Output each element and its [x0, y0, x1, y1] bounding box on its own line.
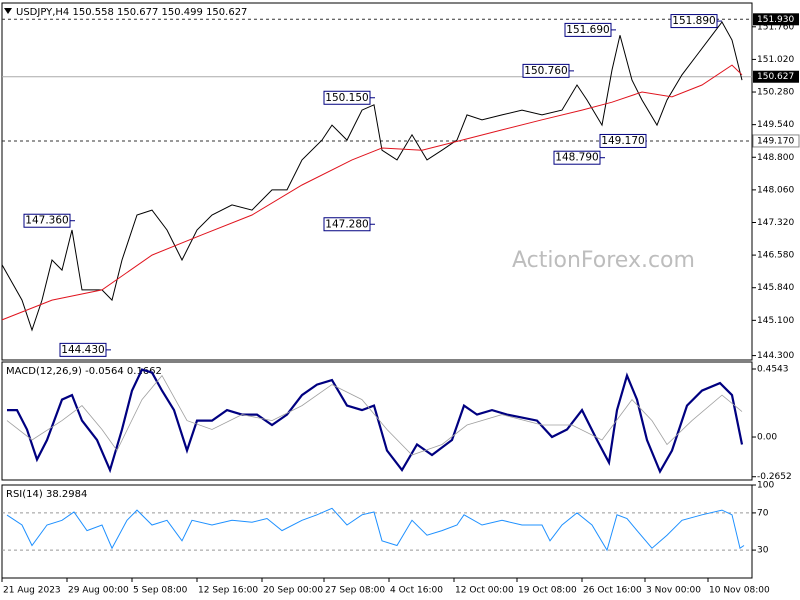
annotation-box: [564, 22, 612, 37]
series-line: [7, 368, 744, 474]
annotation-label: 151.890: [672, 15, 715, 27]
annotation-box: [670, 14, 718, 29]
series-line: [6, 374, 743, 456]
price-marker-box: [752, 134, 800, 148]
x-tick-label: 5 Sep 08:00: [133, 586, 188, 596]
annotation-box: [323, 90, 371, 105]
annotation-label: 148.790: [555, 152, 598, 164]
annotation-box: [522, 63, 570, 78]
panel-frame: [1, 361, 753, 481]
x-tick-label: 12 Sep 16:00: [198, 586, 258, 596]
price-marker-label: 149.170: [757, 136, 794, 146]
annotation-box: [59, 342, 107, 357]
x-tick-label: 3 Nov 00:00: [646, 586, 701, 596]
annotation-box: [553, 150, 601, 165]
panel-title: MACD(12,26,9) -0.0564 0.1662: [6, 366, 162, 377]
x-tick-label: 4 Oct 16:00: [390, 586, 443, 596]
y-tick-label: 150.280: [757, 88, 794, 98]
y-tick-label: 145.100: [757, 316, 794, 326]
x-tick-label: 29 Aug 00:00: [68, 586, 129, 596]
series-line: [1, 21, 743, 332]
annotation-label: 149.170: [601, 135, 644, 147]
panel-title: USDJPY,H4 150.558 150.677 150.499 150.62…: [16, 7, 247, 18]
annotation-label: 147.360: [25, 215, 68, 227]
price-marker-label: 150.627: [757, 72, 794, 82]
watermark: ActionForex.com: [512, 248, 695, 273]
x-tick-label: 26 Oct 16:00: [583, 586, 642, 596]
collapse-icon: [4, 8, 12, 14]
y-tick-label: -0.2652: [757, 472, 792, 482]
x-tick-label: 21 Aug 2023: [3, 586, 61, 596]
annotation-label: 151.690: [566, 24, 609, 36]
annotation-box: [323, 217, 371, 232]
x-tick-label: 27 Sep 08:00: [325, 586, 385, 596]
annotation-label: 150.150: [325, 92, 368, 104]
y-tick-label: 148.060: [757, 185, 794, 195]
y-tick-label: 145.840: [757, 283, 794, 293]
y-tick-label: 151.760: [757, 22, 794, 32]
annotation-label: 150.760: [524, 65, 567, 77]
panel-title: RSI(14) 38.2984: [6, 489, 87, 500]
y-tick-label: 0.00: [757, 433, 777, 443]
y-tick-label: 148.800: [757, 153, 794, 163]
annotation-box: [599, 133, 647, 148]
x-tick-label: 20 Sep 00:00: [263, 586, 323, 596]
y-tick-label: 0.4543: [757, 364, 789, 374]
y-tick-label: 70: [757, 508, 769, 518]
x-tick-label: 10 Nov 08:00: [709, 586, 770, 596]
annotation-label: 147.280: [325, 218, 368, 230]
y-tick-label: 144.300: [757, 351, 794, 361]
price-marker-box: [753, 13, 799, 26]
y-tick-label: 146.580: [757, 251, 794, 261]
y-tick-label: 147.320: [757, 218, 794, 228]
y-tick-label: 149.540: [757, 120, 794, 130]
y-tick-label: 151.020: [757, 55, 794, 65]
annotation-label: 144.430: [61, 344, 104, 356]
price-marker-label: 151.930: [757, 15, 794, 25]
series-line: [1, 64, 743, 321]
panel-frame: [1, 484, 753, 579]
panel-frame: [1, 2, 753, 361]
series-line: [6, 507, 745, 552]
price-marker-box: [753, 70, 799, 83]
y-tick-label: 30: [757, 546, 769, 556]
y-tick-label: 100: [757, 481, 774, 491]
annotation-box: [23, 213, 71, 228]
x-tick-label: 12 Oct 00:00: [455, 586, 514, 596]
x-tick-label: 19 Oct 08:00: [518, 586, 577, 596]
